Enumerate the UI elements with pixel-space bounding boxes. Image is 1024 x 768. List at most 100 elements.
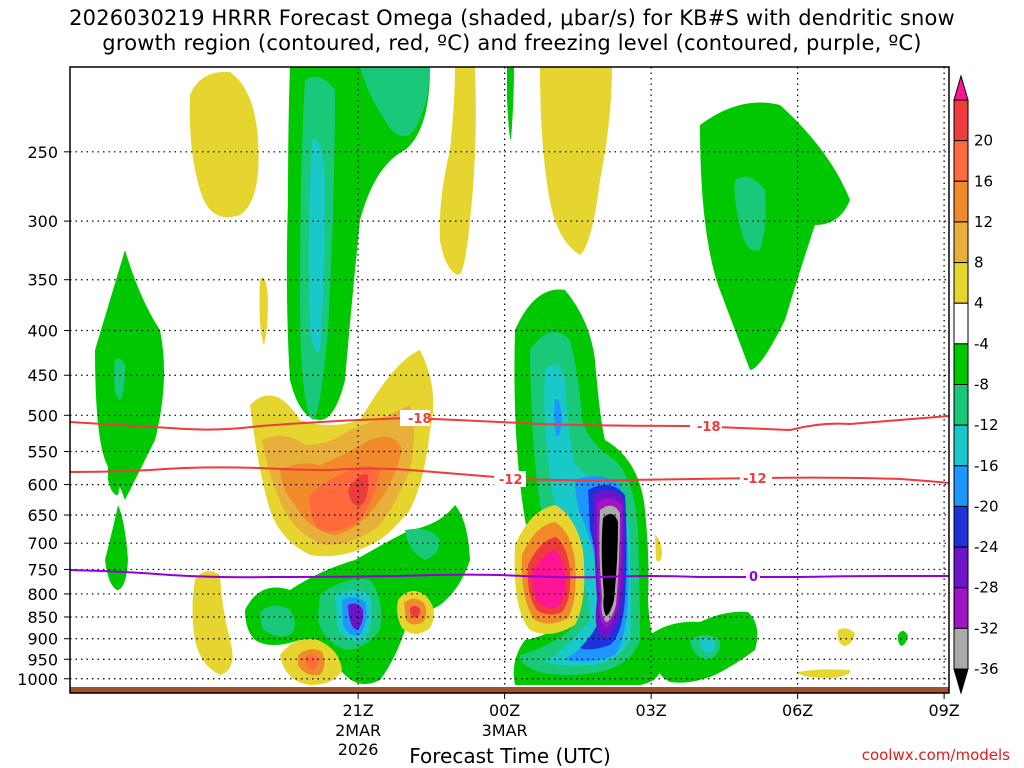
y-tick-label: 900 — [27, 630, 58, 649]
omega-positive-region — [409, 605, 421, 618]
y-tick-label: 700 — [27, 534, 58, 553]
title-line-1: 2026030219 HRRR Forecast Omega (shaded, … — [69, 6, 955, 30]
y-tick-label: 950 — [27, 650, 58, 669]
omega-positive-region — [305, 654, 319, 670]
colorbar-swatch — [953, 140, 969, 182]
x-tick-label: 21Z — [342, 701, 373, 720]
y-tick-label: 300 — [27, 212, 58, 231]
omega-negative-region — [348, 603, 364, 630]
x-axis-label: Forecast Time (UTC) — [409, 744, 611, 768]
omega-positive-region — [655, 535, 662, 562]
x-tick-label: 00Z — [489, 701, 520, 720]
colorbar-label: -24 — [974, 538, 999, 556]
y-tick-label: 600 — [27, 476, 58, 495]
omega-negative-region — [105, 505, 128, 590]
y-tick-label: 850 — [27, 608, 58, 627]
colorbar-swatch — [953, 587, 969, 629]
colorbar-swatch — [953, 99, 969, 142]
contour-label-minus18: -18 — [697, 420, 721, 435]
grid-lines — [70, 67, 949, 690]
dendritic-minus18-contour — [70, 415, 949, 432]
colorbar-swatch — [953, 424, 969, 467]
omega-positive-region — [540, 67, 612, 255]
omega-positive-region — [532, 550, 566, 608]
omega-negative-region — [507, 67, 514, 140]
y-tick-label: 350 — [27, 271, 58, 290]
freezing-level-contour — [70, 569, 949, 579]
omega-negative-region — [601, 513, 618, 616]
omega-negative-region — [405, 528, 440, 560]
omega-positive-region — [837, 628, 855, 646]
omega-negative-region — [734, 176, 766, 251]
credit-text: coolwx.com/models — [861, 746, 1010, 764]
omega-negative-region — [360, 67, 430, 136]
x-tick-date: 3MAR — [482, 721, 528, 740]
y-tick-label: 450 — [27, 366, 58, 385]
omega-negative-region — [700, 638, 716, 653]
omega-negative-region — [108, 457, 121, 496]
colorbar-label: -16 — [974, 457, 999, 475]
ground-surface — [70, 687, 949, 693]
contour-label-zero: 0 — [749, 570, 758, 585]
contour-label-minus18: -18 — [408, 412, 432, 427]
contour-labels: -18 -18 -12 -12 0 — [408, 412, 767, 585]
x-tick-label: 09Z — [928, 701, 959, 720]
colorbar-label: -8 — [974, 376, 989, 394]
y-axis: 250 300 350 400 450 500 550 600 650 700 750 800 850 9… — [17, 143, 70, 689]
colorbar-label: -32 — [974, 619, 999, 637]
y-tick-label: 250 — [27, 143, 58, 162]
x-tick-label: 06Z — [782, 701, 813, 720]
colorbar-label: -20 — [974, 497, 999, 515]
contours — [70, 410, 949, 584]
colorbar-swatch — [953, 465, 969, 507]
colorbar: 20 16 12 8 4 -4 -8 -12 -16 -20 -24 -28 -32 -36 — [953, 74, 999, 695]
colorbar-swatch — [953, 505, 969, 548]
colorbar-label: 20 — [974, 132, 993, 150]
colorbar-bottom-arrow — [953, 668, 969, 695]
title-line-2: growth region (contoured, red, ºC) and f… — [102, 31, 922, 55]
colorbar-top-arrow — [953, 74, 969, 101]
y-tick-label: 400 — [27, 321, 58, 340]
dendritic-minus12-contour — [70, 466, 949, 484]
chart-title: 2026030219 HRRR Forecast Omega (shaded, … — [0, 6, 1024, 56]
colorbar-label: 8 — [974, 254, 984, 272]
y-tick-label: 500 — [27, 406, 58, 425]
x-tick-date: 2MAR — [335, 721, 381, 740]
colorbar-swatch — [953, 384, 969, 426]
omega-negative-region — [897, 630, 908, 646]
plot-frame — [69, 66, 950, 694]
colorbar-label: -12 — [974, 416, 999, 434]
omega-positive-region — [192, 571, 233, 675]
colorbar-swatch — [953, 627, 969, 670]
colorbar-swatch — [953, 221, 969, 264]
colorbar-label: -36 — [974, 660, 999, 678]
contour-label-minus12: -12 — [743, 472, 767, 487]
y-tick-label: 650 — [27, 506, 58, 525]
colorbar-label: 12 — [974, 213, 993, 231]
omega-positive-region — [348, 474, 369, 506]
omega-negative-region — [700, 102, 850, 370]
colorbar-swatch — [953, 343, 969, 386]
colorbar-label: 4 — [974, 294, 984, 312]
omega-positive-region — [189, 71, 259, 218]
contour-label-minus12: -12 — [499, 473, 523, 488]
colorbar-label: 16 — [974, 172, 993, 190]
omega-positive-region — [259, 277, 268, 345]
colorbar-swatch — [953, 180, 969, 223]
omega-positive-region — [798, 669, 851, 678]
y-tick-label: 750 — [27, 560, 58, 579]
y-tick-label: 550 — [27, 443, 58, 462]
y-tick-label: 1000 — [17, 670, 58, 689]
colorbar-swatch — [953, 262, 969, 304]
omega-negative-region — [260, 605, 295, 637]
y-tick-label: 800 — [27, 585, 58, 604]
omega-negative-region — [114, 358, 125, 400]
omega-positive-region — [439, 67, 476, 275]
omega-negative-region — [95, 250, 164, 500]
omega-negative-region — [554, 399, 562, 436]
colorbar-label: -4 — [974, 335, 989, 353]
omega-negative-region — [308, 139, 325, 353]
x-axis: 21Z2MAR202600Z3MAR03Z06Z09Z12Z — [335, 693, 960, 759]
x-tick-label: 03Z — [635, 701, 666, 720]
